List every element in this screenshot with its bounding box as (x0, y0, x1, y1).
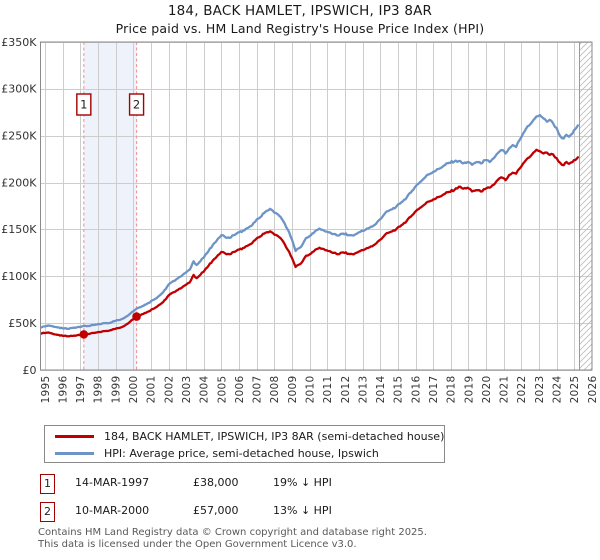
svg-text:2000: 2000 (128, 376, 140, 404)
sale-annotation-row: 2 10-MAR-2000 £57,000 13% ↓ HPI (0, 502, 600, 522)
page-title: 184, BACK HAMLET, IPSWICH, IP3 8AR (167, 3, 433, 19)
svg-text:2006: 2006 (234, 375, 246, 403)
svg-text:2015: 2015 (393, 376, 405, 404)
svg-text:2022: 2022 (516, 376, 528, 404)
svg-text:2023: 2023 (534, 376, 546, 404)
sale-1-number-badge: 1 (40, 474, 55, 494)
svg-text:£300K: £300K (1, 83, 37, 96)
svg-text:2016: 2016 (410, 375, 422, 403)
svg-text:2004: 2004 (199, 375, 211, 403)
svg-text:1995: 1995 (40, 376, 52, 404)
svg-text:2017: 2017 (428, 376, 440, 404)
svg-text:1996: 1996 (57, 375, 69, 403)
svg-text:2014: 2014 (375, 375, 387, 403)
sale-1-vs-hpi: 19% ↓ HPI (273, 476, 332, 489)
chart-svg: 1 2 £0 £50K £100K £150K £200K £250K £300K £350K 19… (1, 36, 599, 404)
legend-label-hpi: HPI: Average price, semi-detached house,… (104, 447, 379, 460)
svg-text:£150K: £150K (1, 223, 37, 236)
svg-text:1: 1 (80, 98, 87, 112)
legend-item-hpi: HPI: Average price, semi-detached house,… (45, 445, 444, 462)
sale-1-date: 14-MAR-1997 (75, 476, 150, 489)
svg-text:2018: 2018 (446, 376, 458, 404)
footer-line-2: This data is licensed under the Open Gov… (38, 538, 357, 550)
svg-text:2010: 2010 (304, 376, 316, 404)
svg-text:£200K: £200K (1, 176, 37, 189)
page-subtitle: Price paid vs. HM Land Registry's House … (115, 21, 485, 36)
svg-text:2019: 2019 (463, 376, 475, 404)
sale-2-number-badge: 2 (40, 502, 55, 522)
sale-2-date: 10-MAR-2000 (75, 504, 150, 517)
svg-text:£100K: £100K (1, 270, 37, 283)
svg-text:2021: 2021 (499, 376, 511, 404)
svg-text:2026: 2026 (587, 375, 599, 403)
sale-2-price: £57,000 (193, 504, 239, 517)
hpi-line-swatch (55, 452, 94, 455)
legend-item-property: 184, BACK HAMLET, IPSWICH, IP3 8AR (semi… (45, 428, 444, 445)
legend-label-property: 184, BACK HAMLET, IPSWICH, IP3 8AR (semi… (104, 430, 445, 443)
svg-text:£50K: £50K (8, 317, 37, 330)
svg-text:2007: 2007 (252, 376, 264, 404)
footer-line-1: Contains HM Land Registry data © Crown c… (38, 527, 427, 538)
svg-text:£350K: £350K (1, 36, 37, 49)
svg-text:2: 2 (133, 98, 140, 112)
chart-legend: 184, BACK HAMLET, IPSWICH, IP3 8AR (semi… (44, 425, 445, 463)
svg-text:2003: 2003 (181, 376, 193, 404)
svg-text:2013: 2013 (357, 376, 369, 404)
svg-text:£0: £0 (23, 364, 37, 377)
svg-text:1999: 1999 (110, 376, 122, 404)
svg-text:£250K: £250K (1, 130, 37, 143)
svg-text:2009: 2009 (287, 376, 299, 404)
svg-text:2005: 2005 (216, 376, 228, 404)
sale-1-price: £38,000 (193, 476, 239, 489)
svg-text:2020: 2020 (481, 376, 493, 404)
svg-text:2025: 2025 (569, 376, 581, 404)
sale-annotation-row: 1 14-MAR-1997 £38,000 19% ↓ HPI (0, 474, 600, 494)
svg-text:2002: 2002 (163, 376, 175, 404)
svg-text:2008: 2008 (269, 376, 281, 404)
svg-text:2011: 2011 (322, 376, 334, 404)
svg-text:1998: 1998 (93, 376, 105, 404)
sale-2-vs-hpi: 13% ↓ HPI (273, 504, 332, 517)
svg-text:2001: 2001 (146, 376, 158, 404)
svg-text:1997: 1997 (75, 376, 87, 404)
license-footer: Contains HM Land Registry data © Crown c… (38, 527, 427, 550)
property-line-swatch (55, 435, 94, 438)
svg-text:2024: 2024 (552, 375, 564, 403)
svg-text:2012: 2012 (340, 376, 352, 404)
